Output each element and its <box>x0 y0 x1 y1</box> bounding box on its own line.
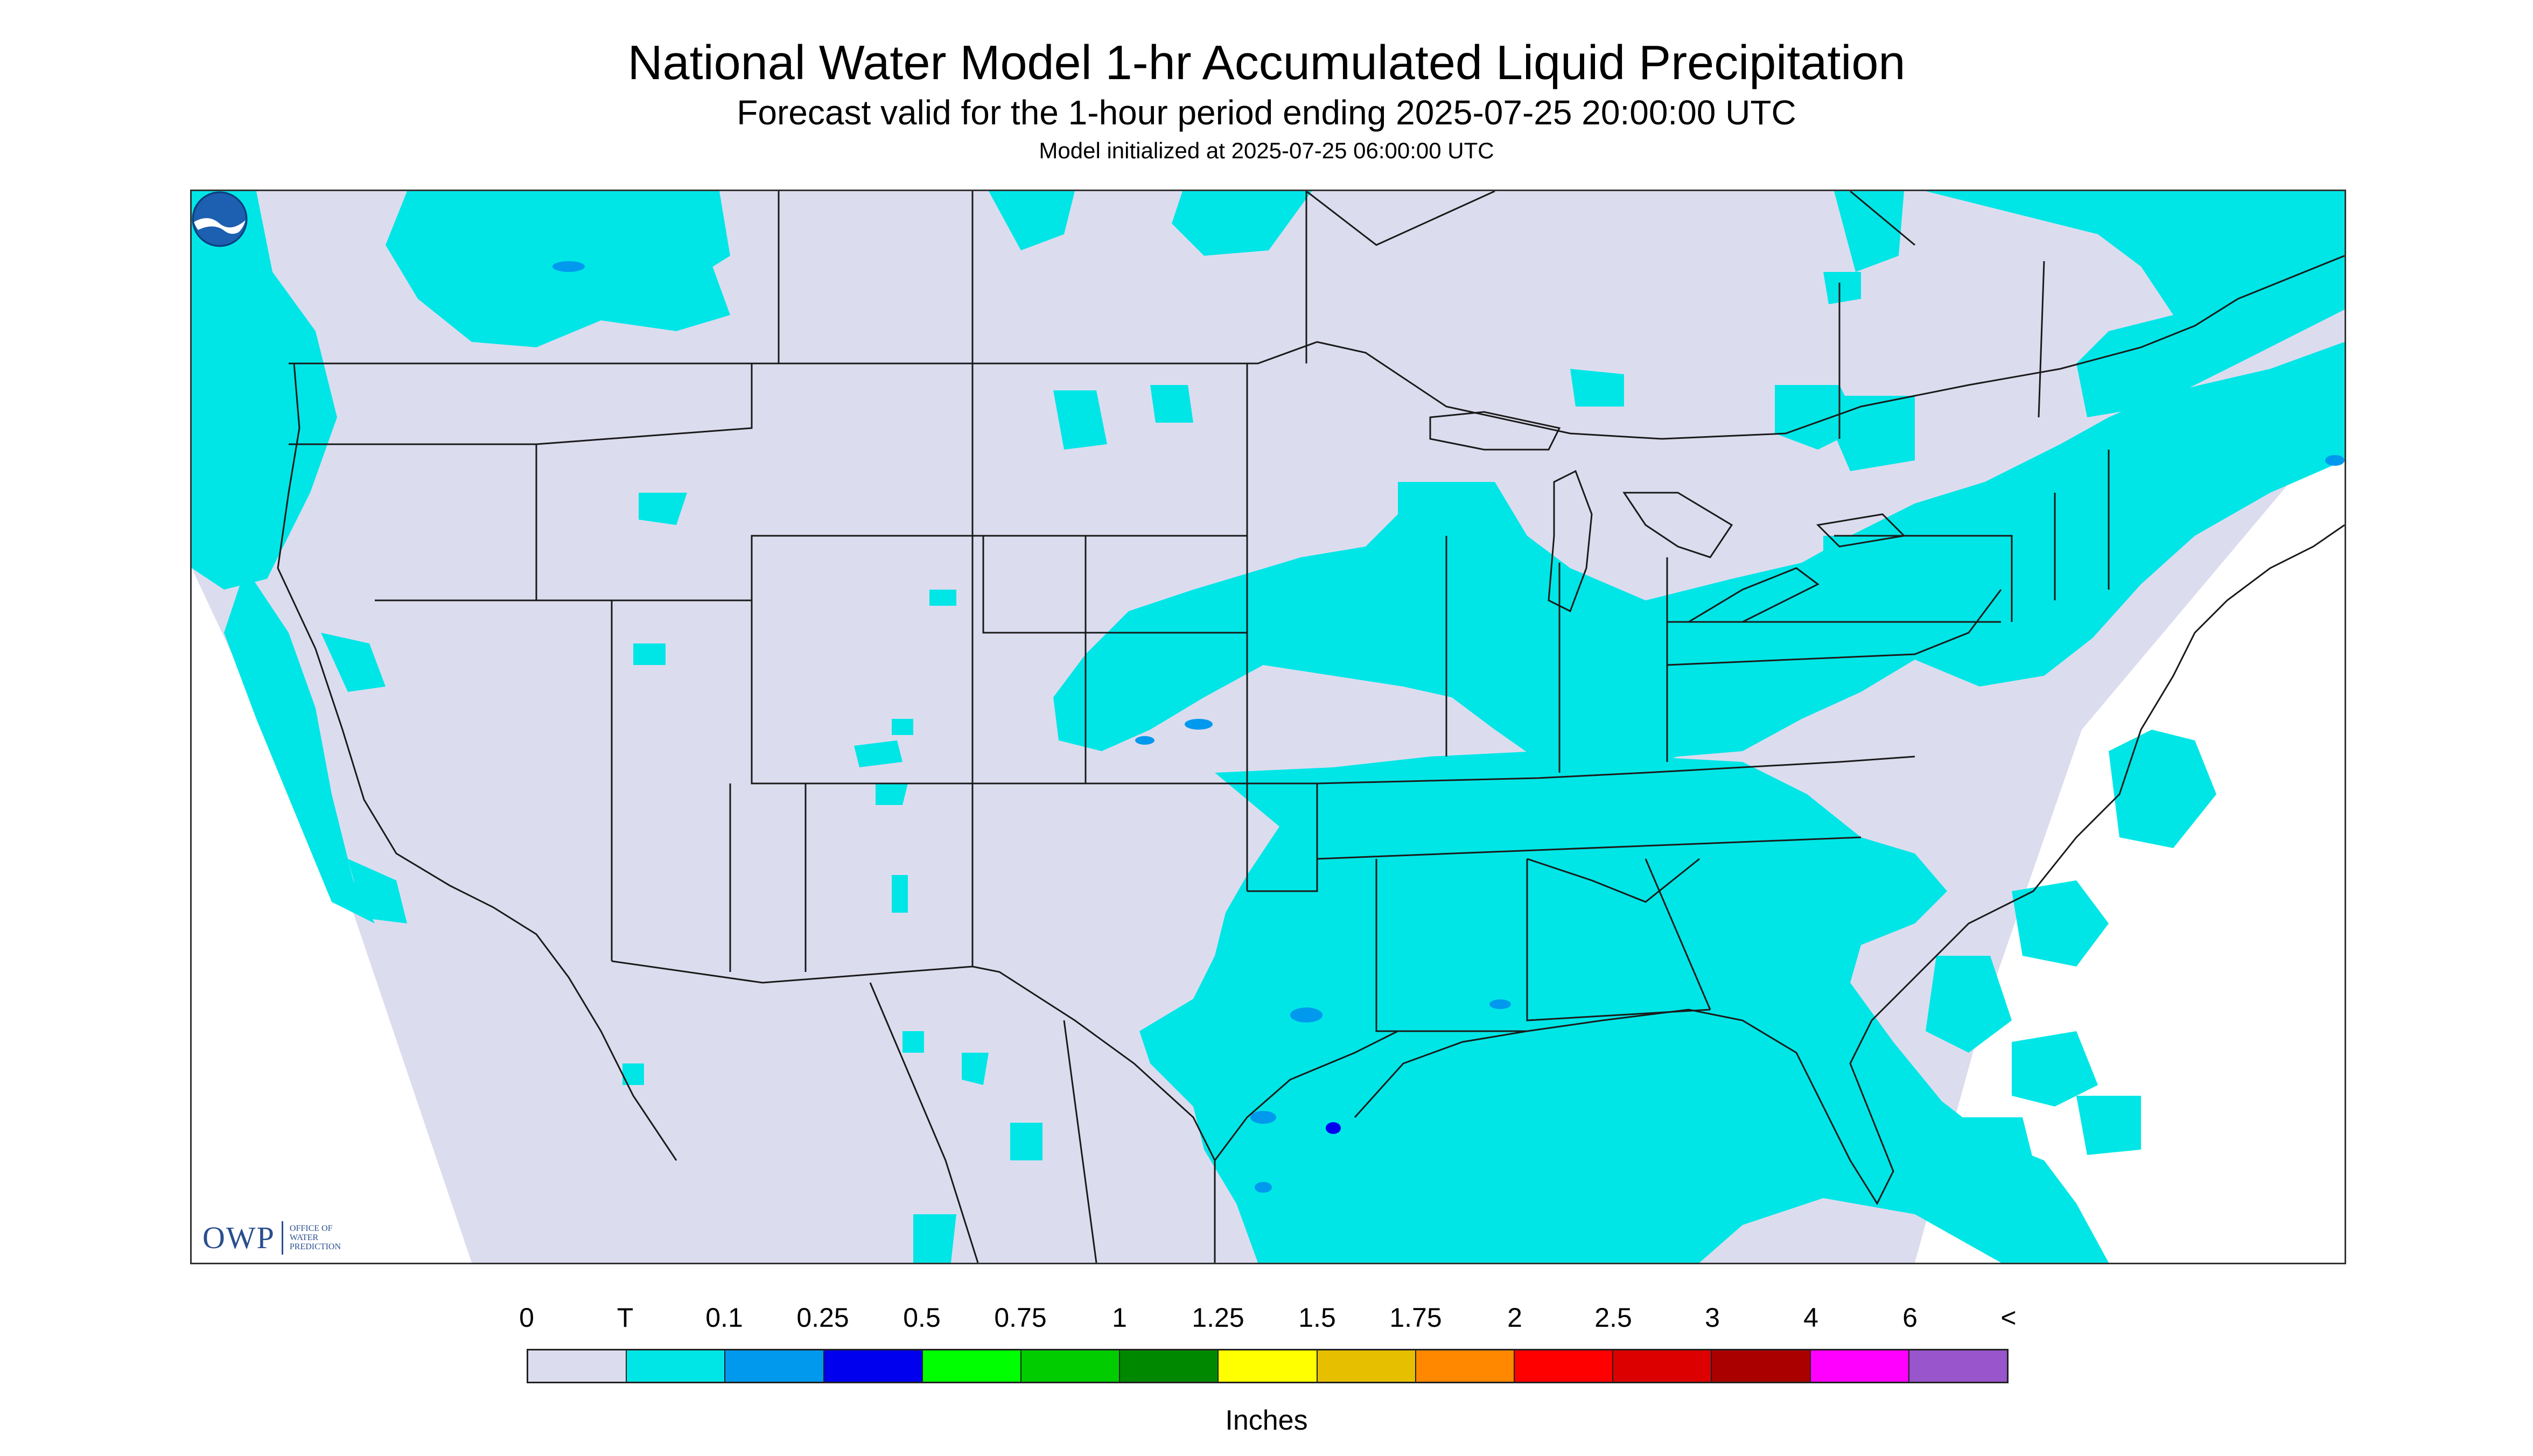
boundary-lines <box>277 191 2345 1263</box>
legend-label: 1.75 <box>1389 1303 1442 1333</box>
owp-logo-mark: OWP <box>202 1220 275 1255</box>
legend-label: 1 <box>1112 1303 1127 1333</box>
legend-label: < <box>2000 1303 2017 1333</box>
legend-label: 6 <box>1902 1303 1918 1333</box>
legend-label: 0.25 <box>796 1303 849 1333</box>
legend-color-swatch <box>1416 1350 1515 1382</box>
legend-color-swatch <box>824 1350 923 1382</box>
owp-logo-line-1: OFFICE OF <box>289 1224 333 1233</box>
legend-color-swatch <box>922 1350 1022 1382</box>
legend-color-swatch <box>1120 1350 1219 1382</box>
legend-label: T <box>617 1303 634 1333</box>
precipitation-map[interactable]: OWP OFFICE OF WATER PREDICTION <box>190 190 2346 1264</box>
legend-color-swatch <box>1909 1350 2007 1382</box>
map-title: National Water Model 1-hr Accumulated Li… <box>627 36 1906 90</box>
legend-label: 1.25 <box>1192 1303 1244 1333</box>
precip-trace-areas <box>192 191 2345 1263</box>
legend-label: 2 <box>1507 1303 1522 1333</box>
legend-color-swatch <box>1317 1350 1416 1382</box>
owp-logo-line-2: WATER <box>289 1233 319 1242</box>
legend-label: 0.5 <box>903 1303 941 1333</box>
map-canvas <box>192 191 2345 1263</box>
legend-color-swatch <box>1613 1350 1712 1382</box>
legend-label: 3 <box>1705 1303 1720 1333</box>
owp-logo-divider <box>281 1221 283 1255</box>
owp-logo-text: OFFICE OF WATER PREDICTION <box>290 1224 341 1251</box>
noaa-logo-icon <box>192 191 248 247</box>
legend-color-swatch <box>528 1350 627 1382</box>
model-init-time: Model initialized at 2025-07-25 06:00:00… <box>1039 138 1494 163</box>
legend-label: 0.1 <box>705 1303 743 1333</box>
legend-color-swatch <box>1021 1350 1121 1382</box>
legend-color-swatch <box>725 1350 824 1382</box>
legend-label: 1.5 <box>1298 1303 1336 1333</box>
legend-color-swatch <box>1219 1350 1318 1382</box>
legend-units: Inches <box>1225 1405 1308 1436</box>
legend-color-bar <box>527 1349 2009 1383</box>
owp-logo-line-3: PREDICTION <box>289 1242 341 1251</box>
owp-logo: OWP OFFICE OF WATER PREDICTION <box>202 1220 341 1256</box>
precip-heavy-areas <box>1326 1122 1341 1134</box>
precip-light-areas <box>552 261 2345 1193</box>
legend-label: 0 <box>519 1303 534 1333</box>
legend-color-swatch <box>1810 1350 1909 1382</box>
legend-color-swatch <box>1515 1350 1614 1382</box>
legend-label: 4 <box>1803 1303 1818 1333</box>
map-subtitle: Forecast valid for the 1-hour period end… <box>737 93 1796 132</box>
legend-color-swatch <box>627 1350 726 1382</box>
legend-label: 2.5 <box>1594 1303 1632 1333</box>
legend-label: 0.75 <box>994 1303 1047 1333</box>
legend-color-swatch <box>1712 1350 1811 1382</box>
legend-tick-labels: 0 T 0.1 0.25 0.5 0.75 1 1.25 1.5 1.75 2 … <box>0 1302 2533 1334</box>
